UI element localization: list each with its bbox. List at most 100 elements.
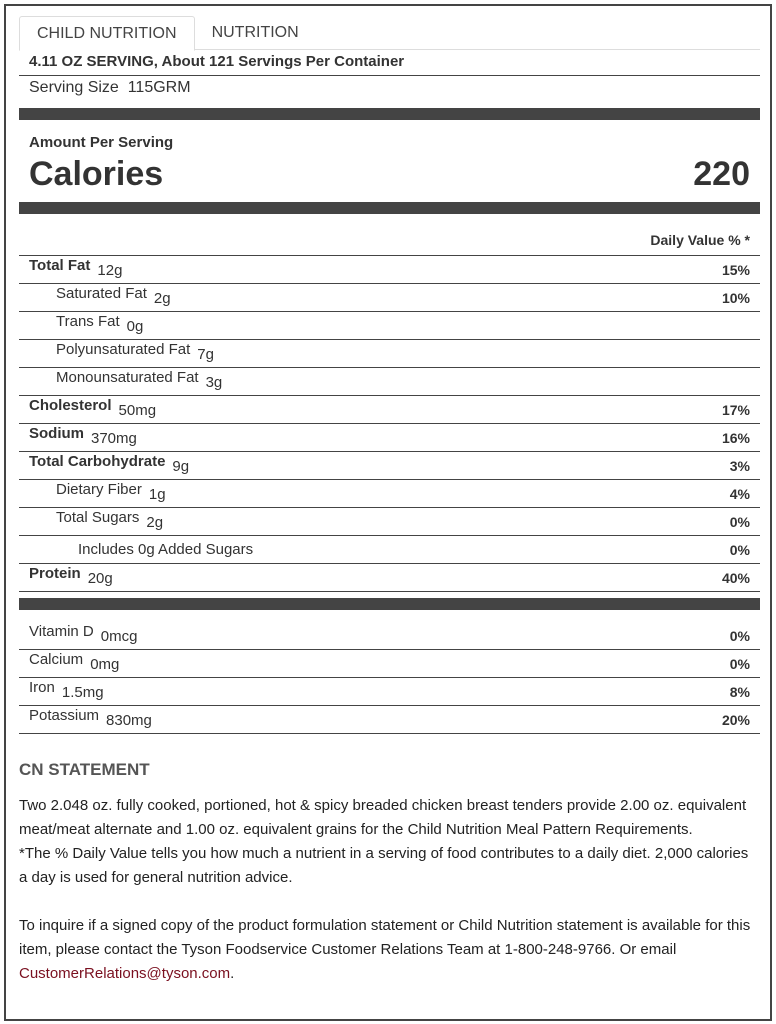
nutrient-label: Total Sugars 2g [56, 509, 164, 531]
nutrient-name: Total Carbohydrate [29, 453, 166, 470]
nutrient-daily-value: 20% [721, 711, 750, 728]
nutrient-name: Total Sugars [56, 509, 140, 526]
nutrient-name: Trans Fat [56, 313, 120, 330]
email-link[interactable]: CustomerRelations@tyson.com [19, 965, 231, 982]
daily-value-header: Daily Value % * [19, 214, 760, 256]
nutrient-amount: 3g [205, 374, 223, 391]
nutrient-label: Total Carbohydrate 9g [29, 453, 190, 475]
daily-value-note: *The % Daily Value tells you how much a … [19, 845, 749, 886]
nutrient-daily-value: 8% [729, 683, 750, 700]
nutrient-amount: 1g [148, 486, 166, 503]
nutrient-name: Sodium [29, 425, 84, 442]
nutrient-row: Total Carbohydrate 9g 3% [19, 452, 760, 480]
nutrient-daily-value: 17% [721, 401, 750, 418]
nutrient-name: Calcium [29, 651, 84, 668]
divider-thick [19, 202, 760, 214]
nutrient-label: Trans Fat 0g [56, 313, 144, 335]
nutrient-label: Monounsaturated Fat 3g [56, 369, 223, 391]
nutrient-name: Polyunsaturated Fat [56, 341, 191, 358]
tab-nutrition[interactable]: NUTRITION [211, 24, 299, 41]
nutrient-row: Includes 0g Added Sugars 0% [19, 536, 760, 564]
nutrient-amount: 1.5mg [61, 684, 104, 701]
nutrient-row: Polyunsaturated Fat 7g [19, 340, 760, 368]
nutrient-name: Iron [29, 679, 55, 696]
nutrient-name: Includes 0g Added Sugars [78, 541, 254, 558]
divider-thick [19, 598, 760, 610]
nutrient-row: Calcium 0mg 0% [19, 650, 760, 678]
vitamin-list: Vitamin D 0mcg 0% Calcium 0mg 0% Iron 1.5mg 8% Po… [19, 622, 760, 734]
nutrient-amount: 20g [87, 570, 113, 587]
nutrient-row: Potassium 830mg 20% [19, 706, 760, 734]
nutrient-daily-value: 0% [729, 655, 750, 672]
nutrient-label: Sodium 370mg [29, 425, 137, 447]
nutrient-label: Saturated Fat 2g [56, 285, 171, 307]
nutrient-amount: 830mg [106, 712, 152, 729]
nutrient-row: Monounsaturated Fat 3g [19, 368, 760, 396]
serving-size-value: 115GRM [127, 79, 191, 96]
nutrient-label: Total Fat 12g [29, 257, 123, 279]
nutrient-name: Cholesterol [29, 397, 112, 414]
nutrient-amount: 2g [146, 514, 164, 531]
tab-bar: CHILD NUTRITION NUTRITION [19, 16, 760, 51]
calories-label: Calories [29, 155, 164, 193]
nutrient-daily-value: 15% [721, 261, 750, 278]
nutrient-row: Vitamin D 0mcg 0% [19, 622, 760, 650]
nutrient-amount: 0mcg [100, 628, 138, 645]
nutrient-row: Sodium 370mg 16% [19, 424, 760, 452]
nutrient-amount: 0g [126, 318, 144, 335]
nutrient-daily-value: 16% [721, 429, 750, 446]
nutrient-amount: 12g [97, 262, 123, 279]
serving-size-label: Serving Size [29, 79, 119, 96]
nutrient-daily-value: 4% [729, 485, 750, 502]
nutrient-label: Iron 1.5mg [29, 679, 104, 701]
inquiry-body: To inquire if a signed copy of the produ… [19, 917, 751, 958]
nutrient-row: Dietary Fiber 1g 4% [19, 480, 760, 508]
cn-statement: Two 2.048 oz. fully cooked, portioned, h… [19, 797, 747, 838]
nutrient-daily-value: 3% [729, 457, 750, 474]
calories-row: Calories 220 [19, 154, 760, 202]
nutrient-daily-value: 40% [721, 569, 750, 586]
nutrient-amount: 2g [153, 290, 171, 307]
nutrient-row: Total Fat 12g 15% [19, 256, 760, 284]
nutrient-amount: 0mg [90, 656, 120, 673]
nutrient-amount: 370mg [91, 430, 137, 447]
nutrient-amount: 9g [172, 458, 190, 475]
nutrient-row: Trans Fat 0g [19, 312, 760, 340]
nutrient-label: Potassium 830mg [29, 707, 152, 729]
inquiry-text: To inquire if a signed copy of the produ… [19, 917, 751, 982]
nutrient-amount: 7g [197, 346, 214, 363]
nutrient-row: Total Sugars 2g 0% [19, 508, 760, 536]
nutrient-label: Dietary Fiber 1g [56, 481, 166, 503]
tab-child-nutrition[interactable]: CHILD NUTRITION [19, 16, 195, 51]
nutrient-daily-value: 10% [721, 289, 750, 306]
serving-size: Serving Size 115GRM [19, 76, 760, 108]
nutrient-daily-value: 0% [729, 541, 750, 558]
servings-per-container: 4.11 OZ SERVING, About 121 Servings Per … [19, 50, 760, 76]
nutrient-amount: 50mg [118, 402, 157, 419]
nutrient-label: Protein 20g [29, 565, 113, 587]
nutrient-label: Cholesterol 50mg [29, 397, 157, 419]
nutrient-label: Includes 0g Added Sugars [78, 541, 253, 558]
amount-per-serving: Amount Per Serving [29, 134, 174, 151]
nutrition-content: CHILD NUTRITION NUTRITION 4.11 OZ SERVIN… [19, 16, 760, 986]
nutrient-daily-value: 0% [729, 627, 750, 644]
nutrient-label: Vitamin D 0mcg [29, 623, 138, 645]
nutrient-row: Cholesterol 50mg 17% [19, 396, 760, 424]
nutrient-list: Total Fat 12g 15% Saturated Fat 2g 10% Trans F… [19, 256, 760, 592]
cn-statement-heading: CN STATEMENT [19, 760, 150, 779]
calories-value: 220 [693, 155, 750, 193]
nutrient-label: Polyunsaturated Fat 7g [56, 341, 214, 363]
nutrient-label: Calcium 0mg [29, 651, 120, 673]
nutrition-panel [4, 4, 772, 1021]
nutrient-name: Monounsaturated Fat [56, 369, 199, 386]
nutrient-daily-value: 0% [729, 513, 750, 530]
nutrient-name: Total Fat [29, 257, 91, 274]
nutrient-row: Saturated Fat 2g 10% [19, 284, 760, 312]
nutrient-name: Dietary Fiber [56, 481, 142, 498]
nutrient-name: Potassium [29, 707, 100, 724]
nutrient-row: Protein 20g 40% [19, 564, 760, 592]
nutrient-row: Iron 1.5mg 8% [19, 678, 760, 706]
divider-thick [19, 108, 760, 120]
nutrient-name: Protein [29, 565, 81, 582]
nutrient-name: Saturated Fat [56, 285, 147, 302]
